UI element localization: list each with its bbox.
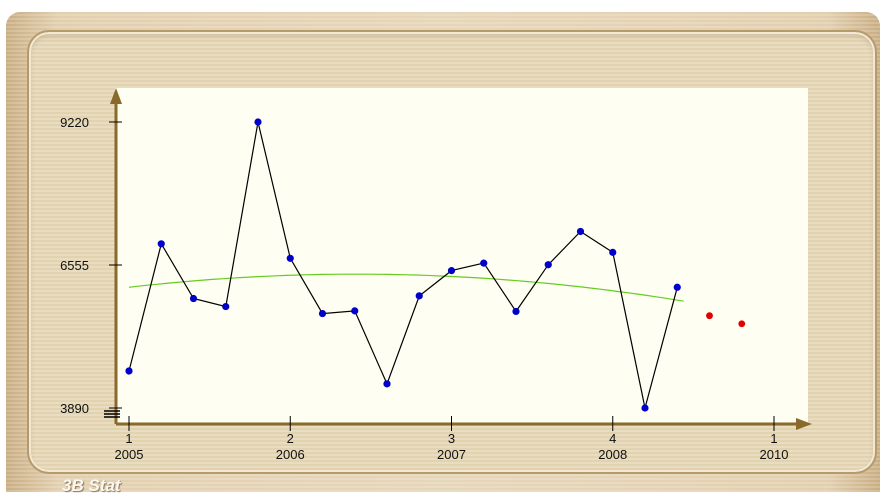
data-point [545, 261, 552, 268]
data-point [125, 367, 132, 374]
x-tick-quarter-label: 1 [125, 431, 132, 446]
x-tick-year-label: 2005 [115, 447, 144, 462]
y-axis-ticks: 9220 6555 3890 [60, 115, 122, 416]
data-point [577, 228, 584, 235]
plot-area [115, 88, 808, 424]
data-point [319, 310, 326, 317]
data-point [674, 284, 681, 291]
x-tick-year-label: 2007 [437, 447, 466, 462]
data-point [222, 303, 229, 310]
x-tick-quarter-label: 4 [609, 431, 616, 446]
data-point [609, 249, 616, 256]
data-point [448, 267, 455, 274]
y-tick-label: 9220 [60, 115, 89, 130]
x-tick-year-label: 2008 [598, 447, 627, 462]
data-point [480, 260, 487, 267]
data-point [190, 295, 197, 302]
forecast-point [706, 312, 713, 319]
x-tick-quarter-label: 3 [448, 431, 455, 446]
data-point [641, 404, 648, 411]
x-tick-year-label: 2006 [276, 447, 305, 462]
data-point [351, 307, 358, 314]
data-point [158, 240, 165, 247]
data-point [416, 292, 423, 299]
y-tick-label: 6555 [60, 258, 89, 273]
forecast-point [738, 320, 745, 327]
data-point [512, 308, 519, 315]
data-point [287, 255, 294, 262]
data-point [383, 380, 390, 387]
y-tick-label: 3890 [60, 401, 89, 416]
x-tick-quarter-label: 1 [770, 431, 777, 446]
x-tick-quarter-label: 2 [287, 431, 294, 446]
data-point [254, 118, 261, 125]
x-tick-year-label: 2010 [760, 447, 789, 462]
